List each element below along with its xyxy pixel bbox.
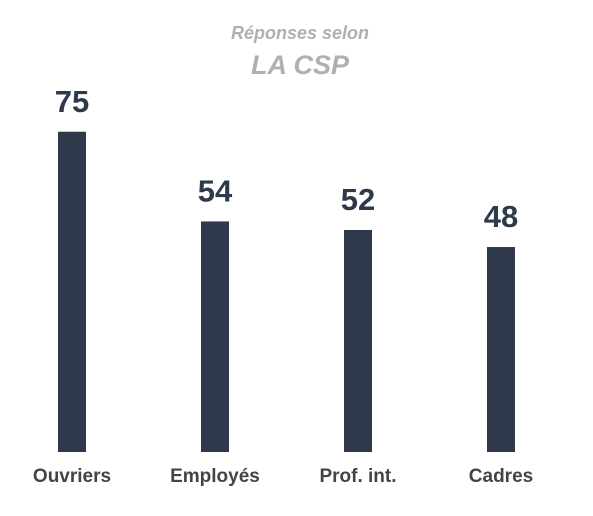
x-tick-label: Cadres xyxy=(469,466,533,487)
value-label: 54 xyxy=(198,174,233,209)
value-label: 52 xyxy=(341,182,375,217)
value-label: 75 xyxy=(55,84,89,119)
bar xyxy=(344,229,372,452)
value-label: 48 xyxy=(484,199,518,234)
bar xyxy=(201,221,229,452)
chart-subtitle: LA CSP xyxy=(251,50,350,80)
chart-title: Réponses selon xyxy=(231,23,369,43)
x-tick-label: Ouvriers xyxy=(33,466,111,487)
x-tick-label: Employés xyxy=(170,466,260,487)
bar xyxy=(58,131,86,452)
x-tick-label: Prof. int. xyxy=(319,466,396,487)
bar xyxy=(487,247,515,452)
